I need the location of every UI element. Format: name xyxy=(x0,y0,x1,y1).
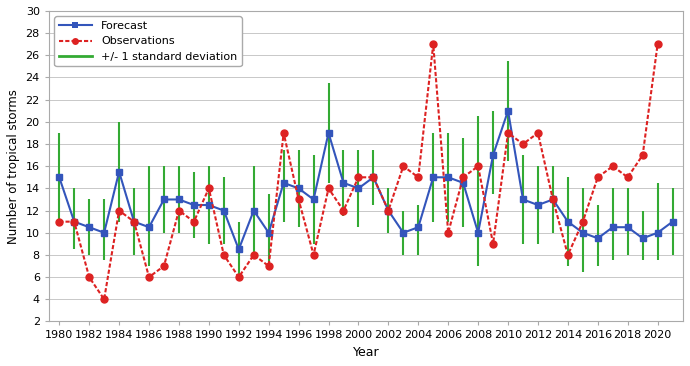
Observations xyxy=(205,186,213,191)
Forecast xyxy=(339,181,348,185)
Observations xyxy=(309,253,317,257)
Observations xyxy=(459,175,467,179)
Observations xyxy=(414,175,422,179)
Observations xyxy=(519,142,527,146)
Observations xyxy=(429,42,437,46)
Forecast xyxy=(295,186,303,191)
Forecast xyxy=(444,175,453,179)
Observations xyxy=(100,297,108,302)
Observations xyxy=(295,197,303,202)
Observations xyxy=(55,220,63,224)
Forecast xyxy=(474,231,482,235)
Observations xyxy=(354,175,362,179)
Legend: Forecast, Observations, +/- 1 standard deviation: Forecast, Observations, +/- 1 standard d… xyxy=(55,16,241,67)
Forecast xyxy=(309,197,317,202)
Observations xyxy=(160,264,168,268)
Observations xyxy=(593,175,602,179)
Observations xyxy=(70,220,79,224)
Observations xyxy=(324,186,333,191)
Observations xyxy=(219,253,228,257)
Forecast xyxy=(264,231,273,235)
Forecast xyxy=(235,247,243,251)
Forecast xyxy=(593,236,602,240)
Forecast xyxy=(564,220,572,224)
Observations xyxy=(534,131,542,135)
Observations xyxy=(175,208,183,213)
Observations xyxy=(564,253,572,257)
Forecast xyxy=(653,231,662,235)
Forecast xyxy=(549,197,557,202)
Forecast xyxy=(489,153,497,157)
Forecast xyxy=(250,208,258,213)
Observations xyxy=(638,153,647,157)
Forecast xyxy=(100,231,108,235)
Forecast xyxy=(579,231,587,235)
Observations xyxy=(85,275,93,279)
Observations xyxy=(609,164,617,168)
Forecast xyxy=(85,225,93,229)
Observations xyxy=(474,164,482,168)
Forecast xyxy=(429,175,437,179)
Observations xyxy=(369,175,377,179)
Observations xyxy=(549,197,557,202)
Forecast xyxy=(459,181,467,185)
Forecast xyxy=(145,225,153,229)
Line: Observations: Observations xyxy=(56,41,661,303)
Forecast xyxy=(400,231,408,235)
Forecast xyxy=(70,220,79,224)
Observations xyxy=(250,253,258,257)
Y-axis label: Number of tropical storms: Number of tropical storms xyxy=(7,89,20,244)
Observations xyxy=(264,264,273,268)
Forecast xyxy=(414,225,422,229)
Forecast xyxy=(669,220,677,224)
Forecast xyxy=(384,208,393,213)
Forecast xyxy=(534,203,542,207)
Forecast xyxy=(324,131,333,135)
Forecast xyxy=(624,225,632,229)
Observations xyxy=(115,208,124,213)
Forecast xyxy=(205,203,213,207)
Forecast xyxy=(369,175,377,179)
X-axis label: Year: Year xyxy=(353,346,380,359)
Observations xyxy=(400,164,408,168)
Line: Forecast: Forecast xyxy=(57,108,676,252)
Forecast xyxy=(519,197,527,202)
Observations xyxy=(130,220,138,224)
Observations xyxy=(145,275,153,279)
Observations xyxy=(235,275,243,279)
Forecast xyxy=(609,225,617,229)
Forecast xyxy=(219,208,228,213)
Forecast xyxy=(115,169,124,174)
Forecast xyxy=(55,175,63,179)
Observations xyxy=(279,131,288,135)
Forecast xyxy=(175,197,183,202)
Observations xyxy=(579,220,587,224)
Observations xyxy=(339,208,348,213)
Forecast xyxy=(130,220,138,224)
Forecast xyxy=(160,197,168,202)
Forecast xyxy=(504,109,512,113)
Observations xyxy=(489,242,497,246)
Forecast xyxy=(354,186,362,191)
Observations xyxy=(190,220,198,224)
Forecast xyxy=(638,236,647,240)
Observations xyxy=(653,42,662,46)
Observations xyxy=(384,208,393,213)
Observations xyxy=(444,231,453,235)
Forecast xyxy=(190,203,198,207)
Forecast xyxy=(279,181,288,185)
Observations xyxy=(504,131,512,135)
Observations xyxy=(624,175,632,179)
